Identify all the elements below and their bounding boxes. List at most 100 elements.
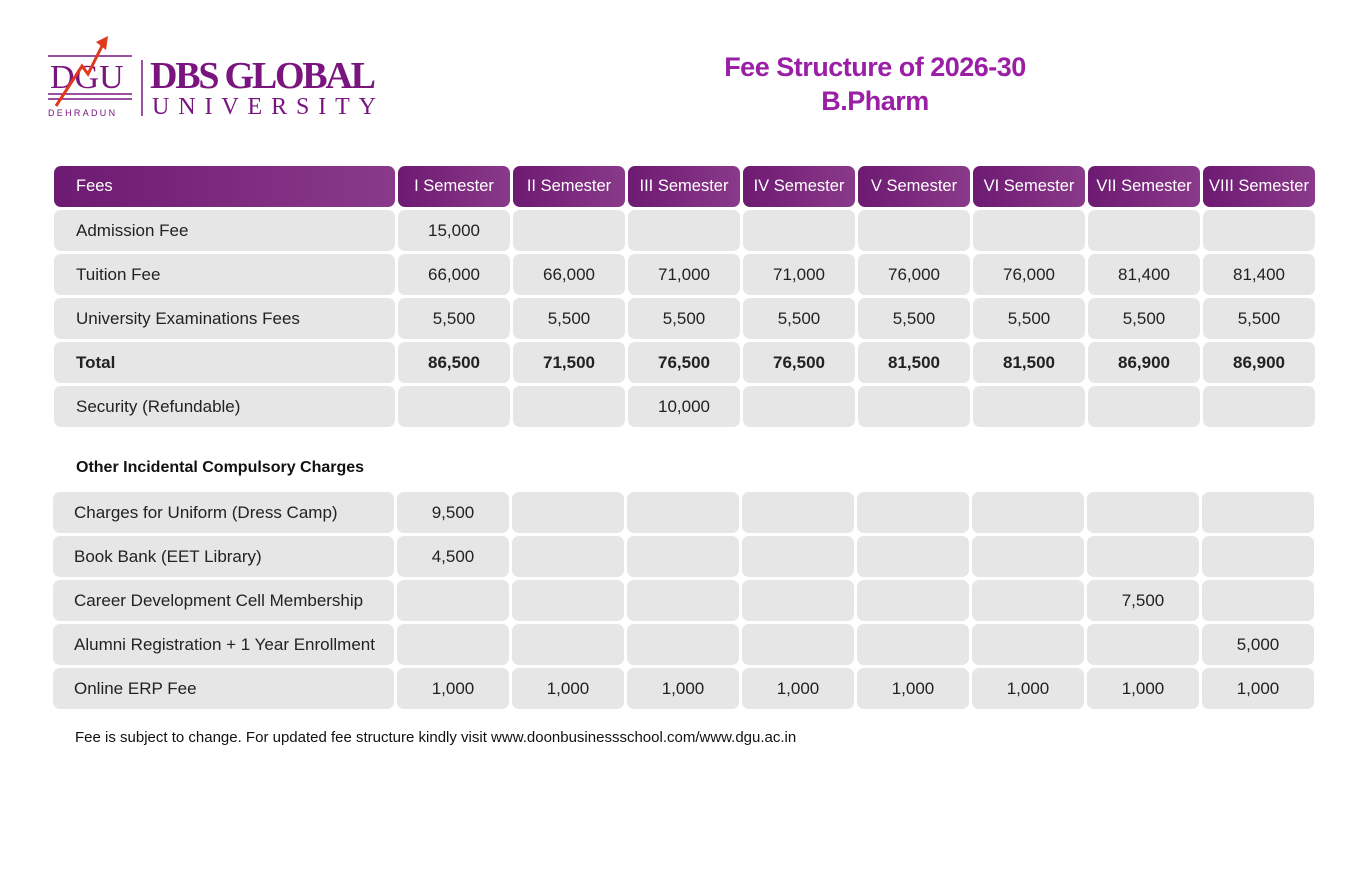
fee-value-cell — [972, 580, 1084, 621]
title-line1: Fee Structure of 2026-30 — [724, 52, 1026, 82]
logo-sub: DEHRADUN — [48, 108, 117, 118]
page-title: Fee Structure of 2026-30 B.Pharm — [640, 50, 1110, 118]
fee-value-cell: 7,500 — [1087, 580, 1199, 621]
fee-value-cell: 71,000 — [743, 254, 855, 295]
fee-value-cell — [858, 210, 970, 251]
fee-value-cell: 71,500 — [513, 342, 625, 383]
fee-value-cell: 66,000 — [513, 254, 625, 295]
footnote: Fee is subject to change. For updated fe… — [75, 729, 797, 746]
fee-value-cell: 71,000 — [628, 254, 740, 295]
row-label: University Examinations Fees — [54, 298, 395, 339]
fee-value-cell — [513, 386, 625, 427]
fee-value-cell: 4,500 — [397, 536, 509, 577]
fee-value-cell — [397, 580, 509, 621]
row-label: Total — [54, 342, 395, 383]
fee-value-cell: 86,900 — [1203, 342, 1315, 383]
fee-value-cell — [512, 580, 624, 621]
row-label: Online ERP Fee — [53, 668, 394, 709]
fee-value-cell — [627, 580, 739, 621]
header-semester: VI Semester — [973, 166, 1085, 207]
fee-value-cell: 81,400 — [1203, 254, 1315, 295]
header-fees: Fees — [54, 166, 395, 207]
fee-value-cell: 1,000 — [512, 668, 624, 709]
fee-value-cell — [512, 536, 624, 577]
fee-value-cell: 5,500 — [1088, 298, 1200, 339]
fee-value-cell: 1,000 — [1087, 668, 1199, 709]
fee-value-cell — [1087, 624, 1199, 665]
fee-value-cell — [513, 210, 625, 251]
header-semester: II Semester — [513, 166, 625, 207]
fee-value-cell — [1087, 536, 1199, 577]
header-semester: V Semester — [858, 166, 970, 207]
fee-value-cell — [1088, 386, 1200, 427]
fee-value-cell — [743, 386, 855, 427]
fee-value-cell — [972, 624, 1084, 665]
fee-value-cell: 5,500 — [973, 298, 1085, 339]
fee-value-cell: 81,500 — [858, 342, 970, 383]
fee-value-cell — [628, 210, 740, 251]
fee-value-cell — [742, 624, 854, 665]
row-label: Security (Refundable) — [54, 386, 395, 427]
fee-value-cell — [742, 536, 854, 577]
fee-value-cell: 76,000 — [858, 254, 970, 295]
fee-value-cell: 1,000 — [742, 668, 854, 709]
fee-value-cell — [858, 386, 970, 427]
logo-mark: DGU — [50, 59, 124, 96]
header-semester: IV Semester — [743, 166, 855, 207]
fee-value-cell — [1202, 580, 1314, 621]
fee-value-cell: 5,500 — [1203, 298, 1315, 339]
header-semester: I Semester — [398, 166, 510, 207]
header-semester: VIII Semester — [1203, 166, 1315, 207]
section-title: Other Incidental Compulsory Charges — [76, 459, 365, 476]
fee-value-cell: 5,500 — [858, 298, 970, 339]
row-label: Tuition Fee — [54, 254, 395, 295]
fee-value-cell — [1088, 210, 1200, 251]
fee-value-cell — [973, 210, 1085, 251]
other-charges-table: Charges for Uniform (Dress Camp) 9,500 Boo… — [53, 492, 1314, 709]
fee-value-cell — [627, 536, 739, 577]
fee-value-cell: 10,000 — [628, 386, 740, 427]
fee-value-cell — [972, 536, 1084, 577]
fee-value-cell — [857, 492, 969, 533]
header-semester: VII Semester — [1088, 166, 1200, 207]
fee-value-cell: 1,000 — [627, 668, 739, 709]
fee-value-cell: 5,500 — [628, 298, 740, 339]
row-label: Career Development Cell Membership — [53, 580, 394, 621]
fee-value-cell — [512, 492, 624, 533]
logo-name2: UNIVERSITY — [152, 94, 376, 120]
fee-value-cell: 81,500 — [973, 342, 1085, 383]
fee-value-cell — [627, 624, 739, 665]
fee-value-cell — [397, 624, 509, 665]
fee-value-cell — [857, 536, 969, 577]
fee-value-cell — [1087, 492, 1199, 533]
fee-value-cell: 5,000 — [1202, 624, 1314, 665]
header-semester: III Semester — [628, 166, 740, 207]
fee-value-cell: 5,500 — [398, 298, 510, 339]
fee-value-cell — [742, 580, 854, 621]
fee-value-cell: 76,500 — [743, 342, 855, 383]
fee-value-cell — [512, 624, 624, 665]
fee-value-cell — [627, 492, 739, 533]
fee-value-cell: 15,000 — [398, 210, 510, 251]
fee-value-cell — [1202, 536, 1314, 577]
fee-value-cell — [398, 386, 510, 427]
fee-value-cell: 86,500 — [398, 342, 510, 383]
fee-value-cell — [1203, 386, 1315, 427]
dgu-logo: DGU DEHRADUN DBS GLOBAL UNIVERSITY — [48, 36, 376, 120]
fee-value-cell: 1,000 — [397, 668, 509, 709]
fee-value-cell — [1203, 210, 1315, 251]
fee-value-cell: 1,000 — [857, 668, 969, 709]
logo-name: DBS GLOBAL — [150, 55, 376, 97]
fee-table: Fees I Semester II Semester III Semester IV … — [54, 166, 1315, 427]
fee-value-cell — [972, 492, 1084, 533]
fee-value-cell: 81,400 — [1088, 254, 1200, 295]
fee-value-cell: 76,500 — [628, 342, 740, 383]
fee-value-cell: 9,500 — [397, 492, 509, 533]
fee-value-cell — [857, 624, 969, 665]
fee-value-cell: 5,500 — [513, 298, 625, 339]
row-label: Charges for Uniform (Dress Camp) — [53, 492, 394, 533]
row-label: Alumni Registration + 1 Year Enrollment — [53, 624, 394, 665]
fee-value-cell: 1,000 — [972, 668, 1084, 709]
fee-value-cell: 1,000 — [1202, 668, 1314, 709]
